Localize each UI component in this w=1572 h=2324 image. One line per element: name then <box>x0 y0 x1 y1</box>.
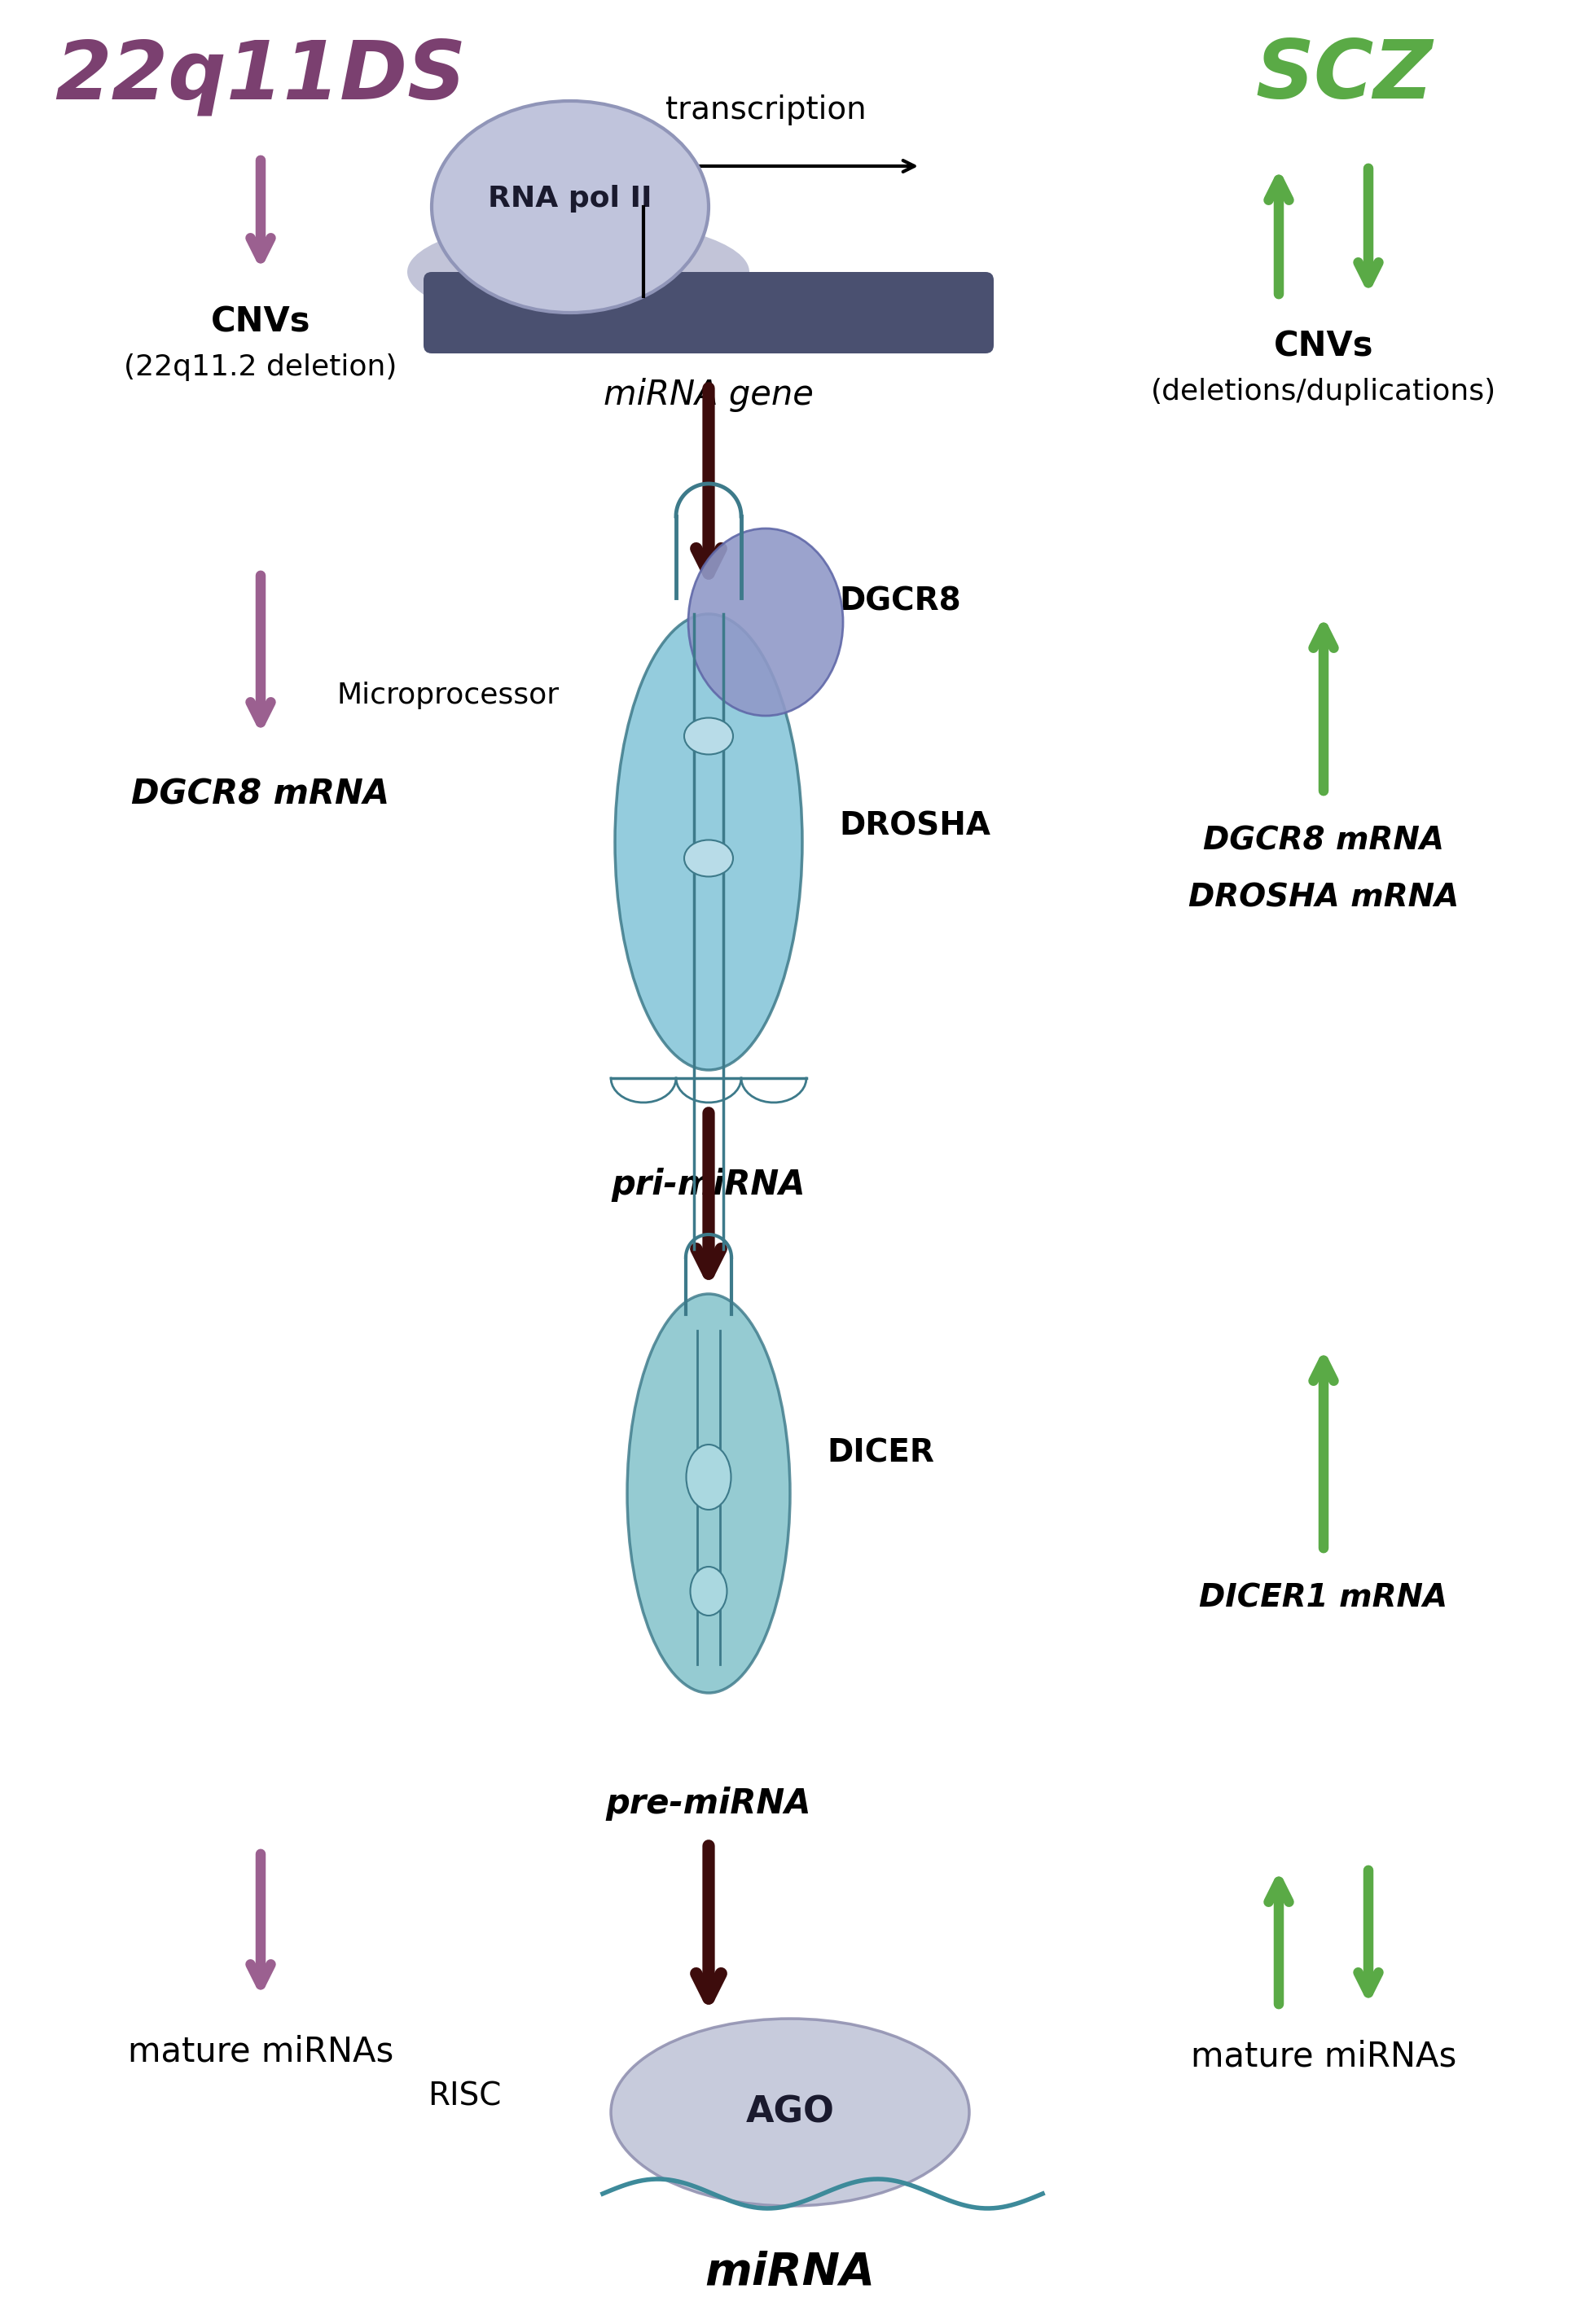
Text: 22q11DS: 22q11DS <box>55 37 467 116</box>
Text: (deletions/duplications): (deletions/duplications) <box>1151 379 1497 404</box>
Text: CNVs: CNVs <box>1273 330 1374 363</box>
Text: CNVs: CNVs <box>211 304 311 339</box>
Ellipse shape <box>407 218 750 325</box>
Text: DICER: DICER <box>827 1436 934 1469</box>
Text: RISC: RISC <box>428 2080 501 2113</box>
Text: RNA pol II: RNA pol II <box>487 186 652 211</box>
Text: DROSHA mRNA: DROSHA mRNA <box>1188 883 1459 913</box>
Text: miRNA: miRNA <box>704 2250 876 2294</box>
Text: DGCR8: DGCR8 <box>839 586 960 618</box>
Ellipse shape <box>690 1566 726 1615</box>
Text: transcription: transcription <box>665 95 866 125</box>
FancyBboxPatch shape <box>423 272 994 353</box>
Ellipse shape <box>432 100 709 314</box>
Text: mature miRNAs: mature miRNAs <box>127 2036 393 2068</box>
Ellipse shape <box>612 2020 970 2205</box>
Text: miRNA gene: miRNA gene <box>604 379 814 411</box>
Ellipse shape <box>627 1294 791 1692</box>
Text: Microprocessor: Microprocessor <box>336 681 560 709</box>
Text: DICER1 mRNA: DICER1 mRNA <box>1199 1583 1448 1613</box>
Text: mature miRNAs: mature miRNAs <box>1190 2038 1456 2073</box>
Text: pri-miRNA: pri-miRNA <box>612 1167 806 1202</box>
Text: pre-miRNA: pre-miRNA <box>605 1787 811 1820</box>
Ellipse shape <box>615 614 802 1069</box>
Text: (22q11.2 deletion): (22q11.2 deletion) <box>124 353 398 381</box>
Text: DGCR8 mRNA: DGCR8 mRNA <box>132 776 390 811</box>
Ellipse shape <box>687 1446 731 1511</box>
Ellipse shape <box>689 528 843 716</box>
Ellipse shape <box>684 839 733 876</box>
Text: DROSHA: DROSHA <box>839 811 990 841</box>
Text: SCZ: SCZ <box>1254 37 1432 116</box>
Text: DGCR8 mRNA: DGCR8 mRNA <box>1203 825 1445 858</box>
Text: AGO: AGO <box>745 2094 835 2129</box>
Ellipse shape <box>684 718 733 755</box>
